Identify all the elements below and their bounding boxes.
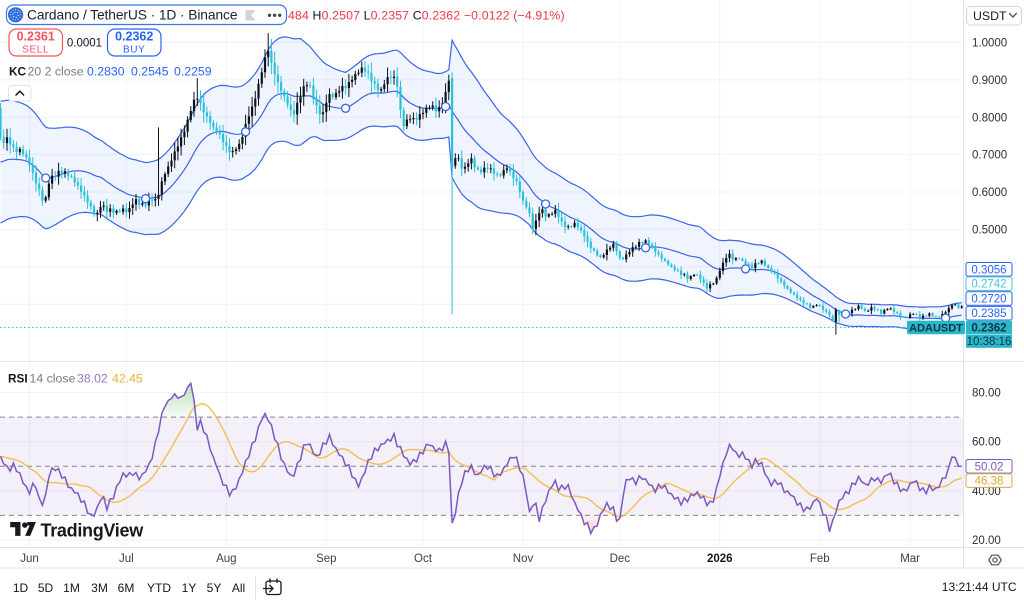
svg-text:All: All bbox=[232, 581, 245, 595]
svg-text:80.00: 80.00 bbox=[972, 388, 1001, 400]
svg-text:Sep: Sep bbox=[316, 553, 336, 565]
svg-text:6M: 6M bbox=[118, 581, 135, 595]
svg-text:TradingView: TradingView bbox=[41, 521, 145, 541]
svg-text:5Y: 5Y bbox=[207, 581, 222, 595]
svg-text:40.00: 40.00 bbox=[972, 486, 1001, 498]
svg-text:20.00: 20.00 bbox=[972, 535, 1001, 547]
svg-text:BUY: BUY bbox=[123, 45, 145, 56]
svg-text:1Y: 1Y bbox=[182, 581, 197, 595]
svg-text:0.2362: 0.2362 bbox=[971, 323, 1006, 335]
svg-text:YTD: YTD bbox=[147, 581, 171, 595]
svg-text:0.2720: 0.2720 bbox=[971, 294, 1006, 306]
svg-text:3M: 3M bbox=[91, 581, 108, 595]
svg-text:20 2 close: 20 2 close bbox=[28, 65, 84, 79]
svg-text:0.3056: 0.3056 bbox=[971, 264, 1006, 276]
svg-text:5D: 5D bbox=[38, 581, 54, 595]
svg-text:0.2830: 0.2830 bbox=[87, 65, 125, 79]
svg-text:38.02: 38.02 bbox=[77, 372, 108, 386]
svg-text:ADAUSDT: ADAUSDT bbox=[909, 323, 963, 335]
svg-text:14 close: 14 close bbox=[30, 372, 76, 386]
svg-text:42.45: 42.45 bbox=[112, 372, 143, 386]
svg-text:USDT: USDT bbox=[973, 9, 1007, 23]
svg-text:0.9000: 0.9000 bbox=[972, 75, 1007, 87]
svg-text:Aug: Aug bbox=[216, 553, 236, 565]
svg-text:50.02: 50.02 bbox=[975, 461, 1004, 473]
svg-text:2026: 2026 bbox=[707, 553, 733, 565]
svg-text:60.00: 60.00 bbox=[972, 437, 1001, 449]
svg-text:0.2385: 0.2385 bbox=[971, 308, 1006, 320]
svg-text:0.2742: 0.2742 bbox=[971, 279, 1006, 291]
svg-text:RSI: RSI bbox=[8, 372, 28, 386]
svg-text:0.2362: 0.2362 bbox=[115, 30, 153, 44]
svg-text:0.7000: 0.7000 bbox=[972, 150, 1007, 162]
svg-text:46.38: 46.38 bbox=[975, 476, 1004, 488]
svg-text:0.2545: 0.2545 bbox=[131, 65, 169, 79]
svg-text:SELL: SELL bbox=[22, 45, 49, 56]
svg-text:0.2361: 0.2361 bbox=[17, 30, 55, 44]
svg-text:Dec: Dec bbox=[610, 553, 631, 565]
svg-text:0.5000: 0.5000 bbox=[972, 224, 1007, 236]
svg-text:Nov: Nov bbox=[513, 553, 534, 565]
svg-text:Cardano / TetherUS · 1D · Bina: Cardano / TetherUS · 1D · Binance bbox=[27, 7, 238, 22]
svg-text:Oct: Oct bbox=[414, 553, 433, 565]
svg-text:1.0000: 1.0000 bbox=[972, 38, 1007, 50]
svg-text:13:21:44 UTC: 13:21:44 UTC bbox=[942, 580, 1017, 594]
svg-text:Mar: Mar bbox=[900, 553, 920, 565]
svg-text:10:38:16: 10:38:16 bbox=[967, 336, 1012, 348]
svg-text:1M: 1M bbox=[63, 581, 80, 595]
svg-text:0.0001: 0.0001 bbox=[67, 38, 102, 50]
svg-text:0.8000: 0.8000 bbox=[972, 112, 1007, 124]
svg-text:Jun: Jun bbox=[20, 553, 39, 565]
svg-text:Feb: Feb bbox=[810, 553, 830, 565]
svg-text:KC: KC bbox=[9, 65, 27, 79]
svg-text:484 H0.2507 L0.2357 C0.2362 −0: 484 H0.2507 L0.2357 C0.2362 −0.0122 (−4.… bbox=[288, 9, 565, 23]
svg-text:0.6000: 0.6000 bbox=[972, 187, 1007, 199]
svg-text:Jul: Jul bbox=[119, 553, 134, 565]
svg-text:1D: 1D bbox=[13, 581, 29, 595]
svg-text:0.2259: 0.2259 bbox=[174, 65, 212, 79]
